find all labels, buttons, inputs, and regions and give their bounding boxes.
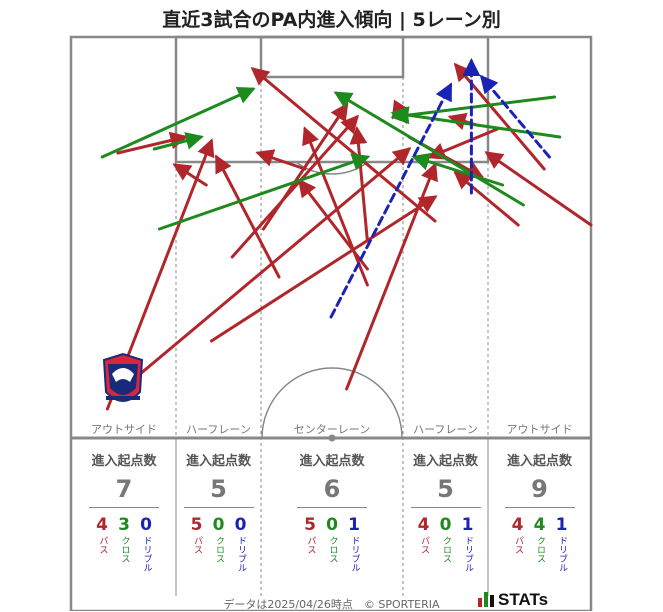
pass-arrow-18 bbox=[116, 131, 189, 155]
pass-arrow-15 bbox=[453, 62, 546, 171]
pass-arrow-19 bbox=[172, 163, 208, 187]
stats-heading: 進入起点数 bbox=[506, 454, 572, 469]
pass-arrow-4 bbox=[215, 154, 281, 279]
pass-label: パス bbox=[305, 536, 316, 554]
pass-arrow-9 bbox=[297, 178, 369, 271]
stats-heading: 進入起点数 bbox=[412, 454, 478, 469]
pass-count: 5 bbox=[190, 515, 203, 535]
cross-count: 3 bbox=[118, 515, 130, 535]
lane-stats-2: 進入起点数 5 5 パス 0 クロス 0 ドリブル bbox=[176, 450, 261, 572]
cross-arrow-3 bbox=[157, 153, 371, 231]
center-spot bbox=[328, 434, 336, 442]
stats-total: 5 bbox=[210, 475, 227, 503]
brand-name: STATs bbox=[498, 590, 549, 609]
dribble-label: ドリブル bbox=[463, 536, 473, 572]
cross-count: 0 bbox=[212, 515, 225, 535]
stats-divider bbox=[410, 507, 481, 508]
dribble-arrow-3 bbox=[479, 74, 551, 159]
pass-arrow-11 bbox=[345, 162, 438, 391]
dribble-label: ドリブル bbox=[557, 536, 567, 572]
cross-arrow-4 bbox=[390, 95, 557, 125]
stats-divider bbox=[183, 507, 254, 508]
lane-stats-1: 進入起点数 7 4 パス 3 クロス 0 ドリブル bbox=[76, 450, 172, 572]
pass-arrow-5 bbox=[230, 114, 359, 259]
pass-label: パス bbox=[192, 536, 202, 554]
pass-label: パス bbox=[513, 536, 523, 554]
stats-total: 6 bbox=[323, 475, 341, 503]
cross-arrow-6 bbox=[333, 91, 525, 207]
lane-name-5: アウトサイド bbox=[506, 423, 573, 436]
pass-arrow-12 bbox=[250, 67, 437, 223]
lane-stats-3: 進入起点数 6 5 パス 0 クロス 1 ドリブル bbox=[261, 450, 403, 572]
dribble-count: 0 bbox=[140, 515, 152, 535]
stats-total: 9 bbox=[531, 475, 548, 503]
lane-name-4: ハーフレーン bbox=[413, 423, 478, 436]
cross-count: 4 bbox=[533, 515, 546, 535]
dribble-count: 1 bbox=[461, 515, 474, 535]
pass-arrow-13 bbox=[453, 171, 520, 227]
lane-name-1: アウトサイド bbox=[91, 423, 157, 436]
cross-label: クロス bbox=[441, 536, 451, 563]
stats-logo-icon bbox=[478, 592, 494, 607]
pass-arrow-14 bbox=[484, 151, 593, 227]
cross-arrow-5 bbox=[390, 106, 562, 139]
pass-count: 4 bbox=[96, 515, 108, 535]
dribble-label: ドリブル bbox=[236, 536, 246, 572]
cross-arrow-2 bbox=[152, 132, 204, 151]
pass-arrow-7 bbox=[255, 149, 307, 171]
stats-heading: 進入起点数 bbox=[185, 454, 251, 469]
stats-divider bbox=[504, 507, 575, 508]
club-crest-icon bbox=[102, 352, 144, 402]
pass-arrow-3 bbox=[209, 195, 438, 343]
cross-count: 0 bbox=[439, 515, 452, 535]
dribble-arrow-1 bbox=[329, 82, 453, 319]
cross-label: クロス bbox=[119, 536, 130, 563]
cross-arrow-7 bbox=[411, 152, 505, 187]
stats-divider bbox=[297, 507, 367, 508]
goal-area bbox=[259, 35, 405, 79]
cross-label: クロス bbox=[535, 536, 545, 563]
stats-total: 5 bbox=[437, 475, 454, 503]
pass-arrow-8 bbox=[302, 126, 369, 287]
cross-label: クロス bbox=[327, 536, 338, 563]
cross-arrow-1 bbox=[100, 86, 256, 159]
center-circle bbox=[261, 367, 403, 439]
pass-count: 4 bbox=[511, 515, 524, 535]
stats-total: 7 bbox=[115, 475, 133, 503]
pass-label: パス bbox=[97, 536, 108, 554]
stats-divider bbox=[89, 507, 159, 508]
dribble-count: 1 bbox=[555, 515, 568, 535]
pass-arrow-6 bbox=[261, 102, 349, 231]
dribble-count: 1 bbox=[348, 515, 360, 535]
lane-stats-4: 進入起点数 5 4 パス 0 クロス 1 ドリブル bbox=[403, 450, 488, 572]
pass-label: パス bbox=[419, 536, 429, 554]
pass-arrow-2 bbox=[111, 147, 412, 399]
data-footer: データは2025/04/26時点 © SPORTERIA bbox=[223, 598, 440, 611]
cross-count: 0 bbox=[326, 515, 338, 535]
pass-count: 5 bbox=[304, 515, 316, 535]
lane-name-3: センターレーン bbox=[293, 423, 371, 436]
cross-label: クロス bbox=[214, 536, 224, 563]
lane-name-2: ハーフレーン bbox=[186, 423, 251, 436]
pass-count: 4 bbox=[417, 515, 430, 535]
stats-heading: 進入起点数 bbox=[299, 454, 365, 469]
dribble-count: 0 bbox=[234, 515, 247, 535]
pass-arrow-10 bbox=[349, 126, 369, 243]
stats-heading: 進入起点数 bbox=[91, 454, 157, 469]
dribble-label: ドリブル bbox=[349, 536, 360, 572]
chart-title: 直近3試合のPA内進入傾向 | 5レーン別 bbox=[162, 9, 501, 31]
arrow-layer bbox=[100, 58, 593, 411]
pass-arrow-16 bbox=[427, 127, 499, 160]
lane-stats-5: 進入起点数 9 4 パス 4 クロス 1 ドリブル bbox=[488, 450, 591, 572]
dribble-label: ドリブル bbox=[141, 536, 152, 572]
